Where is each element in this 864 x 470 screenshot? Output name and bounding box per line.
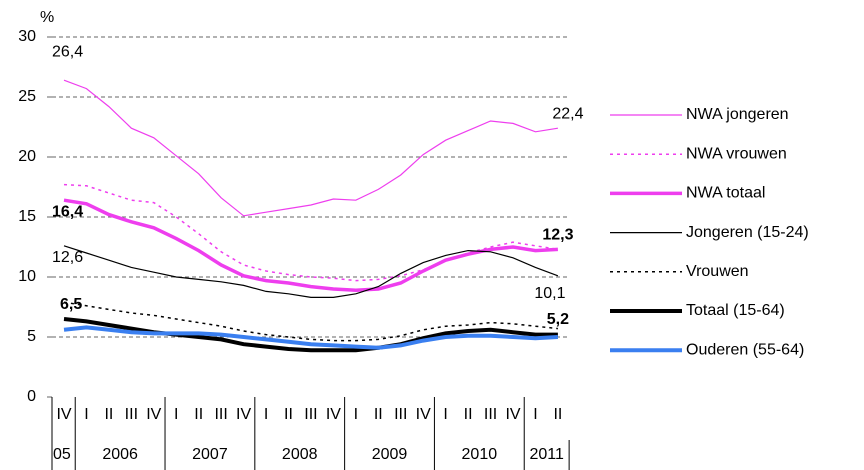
legend-label: Ouderen (55-64) — [686, 341, 804, 358]
legend-label: Totaal (15-64) — [686, 302, 785, 319]
x-tick-label: IV — [146, 406, 161, 423]
y-tick-label: 5 — [27, 328, 36, 345]
year-label: 2007 — [192, 446, 228, 463]
x-tick-label: I — [174, 406, 178, 423]
year-label: 05 — [53, 446, 71, 463]
value-label: 6,5 — [60, 296, 82, 313]
legend-label: Vrouwen — [686, 263, 749, 280]
y-tick-label: 25 — [18, 88, 36, 105]
x-tick-label: I — [84, 406, 88, 423]
y-tick-label: 0 — [27, 388, 36, 405]
x-tick-label: III — [484, 406, 497, 423]
x-tick-label: II — [194, 406, 203, 423]
y-axis-label: % — [40, 9, 54, 26]
legend-label: Jongeren (15-24) — [686, 224, 809, 241]
value-label: 10,1 — [534, 285, 565, 302]
year-label: 2009 — [372, 446, 408, 463]
y-tick-label: 20 — [18, 148, 36, 165]
legend-label: NWA totaal — [686, 185, 765, 202]
x-tick-label: I — [443, 406, 447, 423]
x-tick-label: III — [214, 406, 227, 423]
series-line — [63, 301, 558, 342]
x-tick-label: IV — [416, 406, 431, 423]
series-line — [63, 325, 559, 350]
x-tick-label: II — [104, 406, 113, 423]
series-line — [63, 245, 559, 298]
series-line — [63, 198, 558, 292]
year-label: 2008 — [282, 446, 318, 463]
legend-label: NWA jongeren — [686, 106, 789, 123]
x-tick-label: IV — [326, 406, 341, 423]
year-label: 2006 — [102, 446, 138, 463]
x-tick-label: IV — [236, 406, 251, 423]
x-tick-label: II — [284, 406, 293, 423]
y-tick-label: 15 — [18, 208, 36, 225]
value-label: 26,4 — [52, 43, 83, 60]
value-label: 5,2 — [547, 311, 569, 328]
x-tick-label: II — [464, 406, 473, 423]
value-label: 22,4 — [552, 105, 583, 122]
x-tick-label: IV — [505, 406, 520, 423]
x-tick-label: I — [264, 406, 268, 423]
x-tick-label: II — [553, 406, 562, 423]
x-tick-label: I — [354, 406, 358, 423]
year-label: 2010 — [462, 446, 498, 463]
y-tick-label: 30 — [18, 28, 36, 45]
value-label: 16,4 — [52, 203, 83, 220]
x-tick-label: III — [304, 406, 317, 423]
x-tick-label: II — [374, 406, 383, 423]
x-tick-label: III — [394, 406, 407, 423]
value-label: 12,6 — [52, 249, 83, 266]
x-tick-label: IV — [56, 406, 71, 423]
series-line — [63, 79, 558, 217]
year-label: 2011 — [529, 446, 564, 463]
y-tick-label: 10 — [18, 268, 36, 285]
series-line — [63, 183, 559, 282]
x-tick-label: I — [533, 406, 537, 423]
value-label: 12,3 — [542, 227, 573, 244]
legend-label: NWA vrouwen — [686, 145, 787, 162]
x-tick-label: III — [125, 406, 138, 423]
